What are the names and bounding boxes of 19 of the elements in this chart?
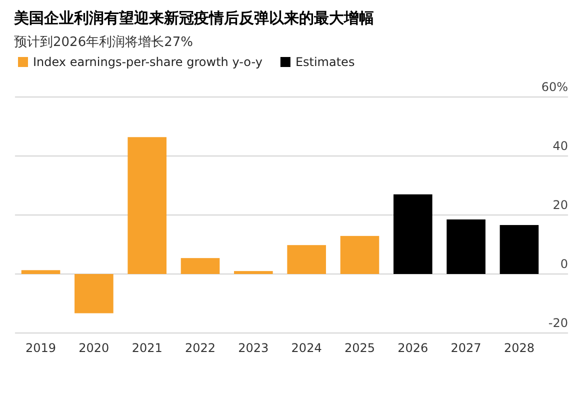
x-tick-label: 2020 [78,341,110,355]
x-tick-label: 2024 [291,341,322,355]
legend-label: Index earnings-per-share growth y-o-y [33,55,262,69]
x-tick-label: 2028 [504,341,534,355]
y-tick-label: -20 [548,316,568,330]
x-tick-label: 2025 [344,341,376,355]
chart-title: 美国企业利润有望迎来新冠疫情后反弹以来的最大增幅 [13,9,374,27]
x-tick-label: 2022 [184,341,216,355]
x-tick-label: 2021 [132,341,162,355]
y-tick-label: 20 [552,198,568,212]
x-tick-label: 2026 [398,341,428,355]
y-tick-label: 60% [541,80,568,94]
chart-subtitle: 预计到2026年利润将增长27% [14,35,193,50]
y-tick-label: 0 [560,257,568,271]
x-tick-label: 2027 [450,341,482,355]
legend-label: Estimates [295,55,355,69]
x-tick-label: 2019 [26,341,56,355]
x-tick-label: 2023 [238,341,269,355]
y-tick-label: 40 [552,139,568,153]
